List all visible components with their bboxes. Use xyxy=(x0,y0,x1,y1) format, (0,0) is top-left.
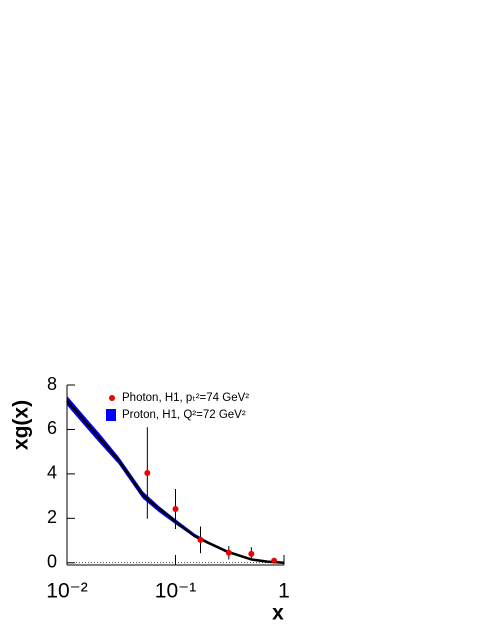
y-tick-label: 2 xyxy=(47,507,57,527)
data-point xyxy=(225,549,232,556)
data-point xyxy=(172,506,179,512)
data-point xyxy=(271,557,278,564)
legend-marker xyxy=(109,395,115,401)
legend-label: Proton, H1, Q²=72 GeV² xyxy=(122,409,246,421)
data-point xyxy=(144,470,151,476)
curve xyxy=(66,399,285,565)
data-point xyxy=(248,550,255,557)
band xyxy=(66,395,285,564)
y-axis-label: xg(x) xyxy=(10,400,33,450)
legend-label: Photon, H1, pₜ²=74 GeV² xyxy=(122,392,249,404)
y-tick-label: 4 xyxy=(47,463,57,483)
data-point xyxy=(197,536,204,543)
y-tick-label: 6 xyxy=(47,418,57,438)
legend-swatch xyxy=(106,409,116,421)
x-tick-label: 10⁻² xyxy=(46,580,87,603)
x-tick-label: 10⁻¹ xyxy=(155,580,196,603)
x-tick-label: 1 xyxy=(278,580,290,603)
x-axis-label: x xyxy=(272,602,284,625)
y-tick-label: 8 xyxy=(47,374,57,394)
y-tick-label: 0 xyxy=(47,552,57,572)
